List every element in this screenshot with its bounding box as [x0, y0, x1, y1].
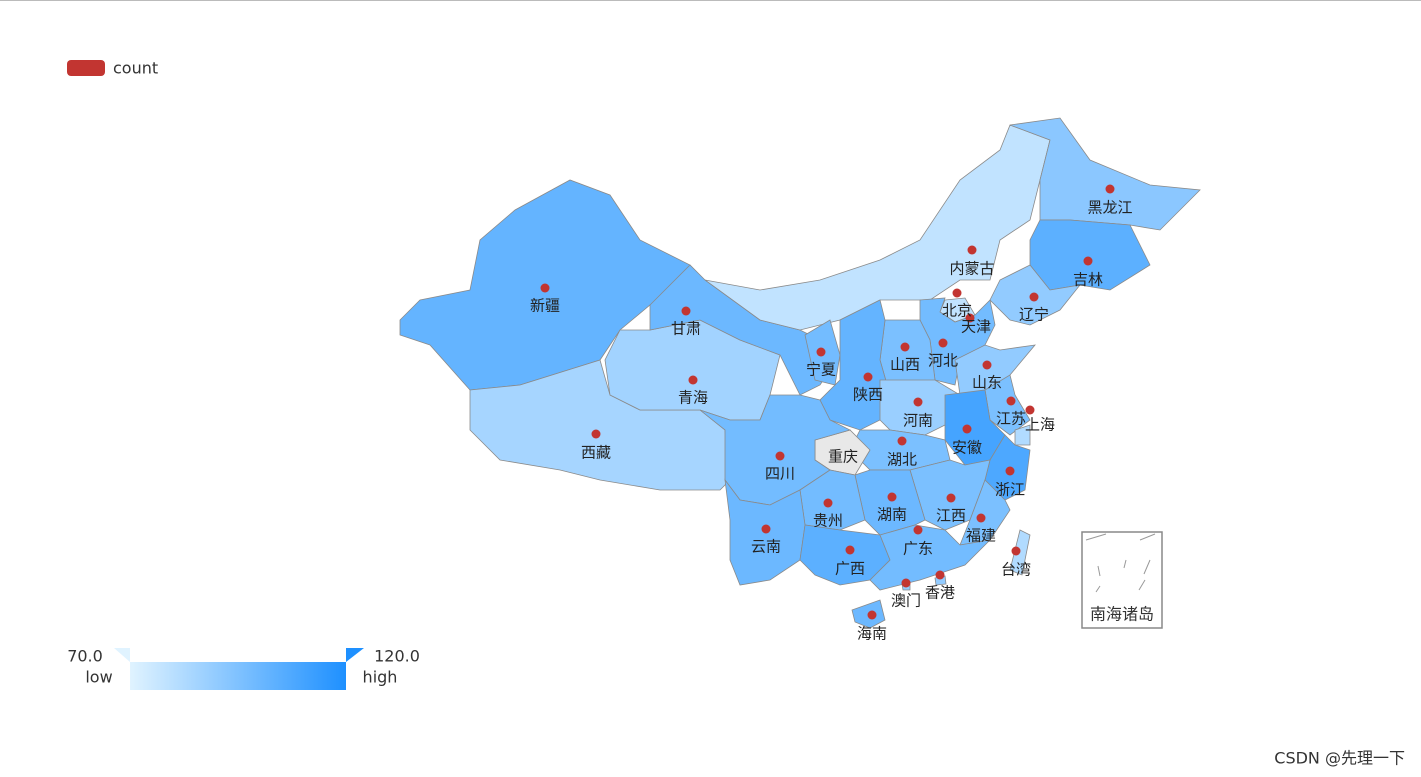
count-dot — [962, 424, 972, 434]
province-label: 江西 — [936, 507, 966, 525]
province-label: 新疆 — [530, 297, 560, 315]
province-label: 重庆 — [828, 448, 858, 466]
count-dot — [761, 524, 771, 534]
province-region — [869, 524, 992, 591]
province-label: 台湾 — [1001, 561, 1031, 579]
province-label: 四川 — [765, 465, 795, 483]
province-region — [854, 469, 926, 536]
visual-map-handle — [346, 648, 364, 662]
province-label: 湖北 — [887, 451, 917, 469]
count-dot — [1025, 405, 1035, 415]
count-dot — [688, 375, 698, 385]
province-label: 浙江 — [995, 481, 1025, 499]
inset-islands — [1085, 533, 1156, 593]
province-label: 内蒙古 — [949, 260, 994, 278]
province-region — [1009, 117, 1201, 231]
regions — [399, 117, 1201, 629]
visual-map-handle — [114, 648, 130, 662]
visual-map-high: high — [363, 668, 398, 687]
province-label: 广东 — [903, 540, 933, 558]
province-label: 上海 — [1025, 416, 1055, 434]
province-label: 澳门 — [891, 592, 921, 610]
count-dot — [816, 347, 826, 357]
count-dot — [901, 578, 911, 588]
province-label: 江苏 — [996, 410, 1026, 428]
province-label: 贵州 — [813, 512, 843, 530]
count-dot — [900, 342, 910, 352]
count-dot — [867, 610, 877, 620]
province-label: 湖南 — [877, 506, 907, 524]
count-dot — [681, 306, 691, 316]
province-label: 山东 — [972, 374, 1002, 392]
visual-map-min: 70.0 — [67, 647, 103, 666]
count-dot — [967, 245, 977, 255]
count-dot — [1083, 256, 1093, 266]
province-label: 云南 — [751, 538, 781, 556]
count-dot — [591, 429, 601, 439]
visual-map-max: 120.0 — [374, 647, 420, 666]
province-label: 黑龙江 — [1087, 199, 1132, 217]
province-region — [1029, 219, 1151, 291]
count-dot — [935, 570, 945, 580]
province-label: 北京 — [942, 302, 972, 320]
count-dot — [897, 436, 907, 446]
province-label: 辽宁 — [1019, 306, 1049, 324]
count-dot — [1029, 292, 1039, 302]
province-label: 陕西 — [853, 386, 883, 404]
province-label: 海南 — [857, 625, 887, 643]
count-dot — [982, 360, 992, 370]
province-label: 山西 — [890, 356, 920, 374]
count-dot — [1006, 396, 1016, 406]
province-label: 甘肃 — [671, 320, 701, 338]
province-label: 福建 — [966, 527, 996, 545]
province-label: 西藏 — [581, 444, 611, 462]
count-dot — [965, 313, 975, 323]
inset-box — [1081, 531, 1163, 629]
province-label: 宁夏 — [806, 361, 836, 379]
count-dot — [823, 498, 833, 508]
watermark: CSDN @先理一下 — [1274, 749, 1405, 768]
count-dot — [887, 492, 897, 502]
count-dot — [913, 525, 923, 535]
province-region — [1014, 424, 1031, 446]
count-dot — [946, 493, 956, 503]
count-dot — [1105, 184, 1115, 194]
count-dot — [913, 397, 923, 407]
count-dot — [845, 545, 855, 555]
count-dot — [938, 338, 948, 348]
province-label: 河北 — [928, 352, 958, 370]
legend-swatch — [67, 60, 105, 76]
count-dot — [863, 372, 873, 382]
count-dot — [1011, 546, 1021, 556]
count-dot — [540, 283, 550, 293]
count-dot — [1005, 466, 1015, 476]
province-label: 广西 — [835, 560, 865, 578]
province-label: 青海 — [678, 389, 708, 407]
province-label: 河南 — [903, 412, 933, 430]
province-label: 天津 — [961, 318, 991, 336]
count-dot — [952, 288, 962, 298]
province-label: 香港 — [925, 584, 955, 602]
visual-map-low: low — [85, 668, 112, 687]
visual-map-bar — [130, 662, 346, 690]
province-label: 吉林 — [1073, 271, 1103, 289]
province-label: 安徽 — [952, 439, 982, 457]
count-dot — [775, 451, 785, 461]
inset-label: 南海诸岛 — [1090, 605, 1154, 624]
count-dot — [976, 513, 986, 523]
legend-label: count — [113, 59, 158, 78]
